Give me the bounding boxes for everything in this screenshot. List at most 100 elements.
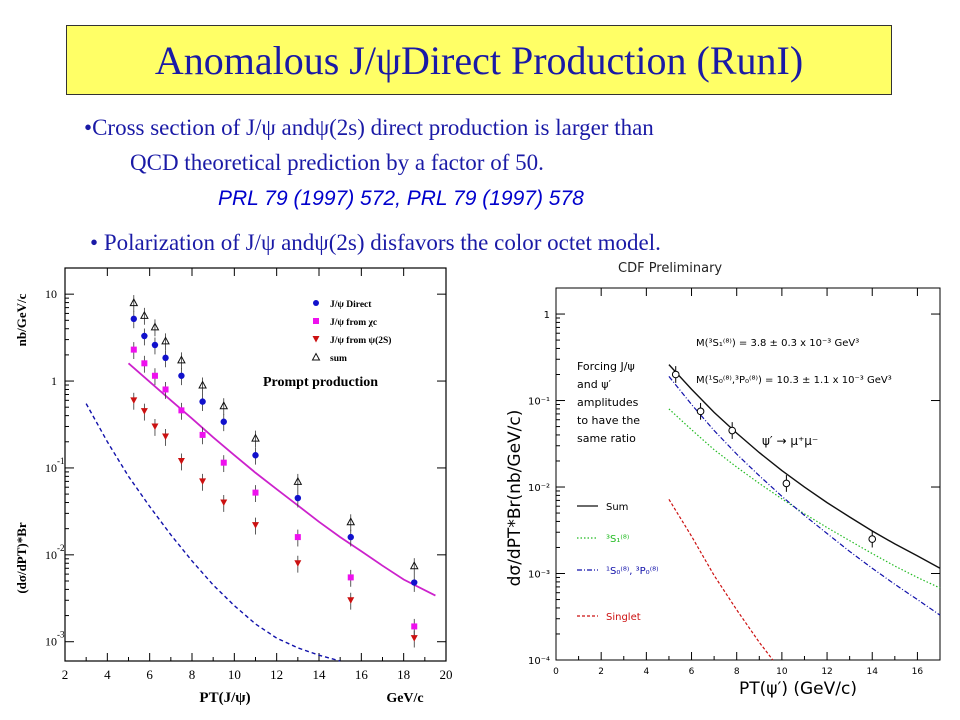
x-axis-label: PT(J/ψ) [199, 690, 250, 706]
mass-annotation-1: M(³S₁⁽⁸⁾) = 3.8 ± 0.3 x 10⁻³ GeV³ [696, 338, 859, 349]
forcing-annotation-line: to have the [577, 414, 640, 427]
data-point-chic [130, 346, 137, 353]
forcing-annotation-line: amplitudes [577, 396, 639, 409]
x-tick-label: 12 [270, 667, 283, 682]
data-point-sum [409, 561, 419, 570]
data-point [728, 426, 736, 435]
forcing-annotation-line: same ratio [577, 432, 636, 445]
x-tick-label: 6 [689, 667, 695, 677]
mass-annotation-2: M(¹S₀⁽⁸⁾,³P₀⁽⁸⁾) = 10.3 ± 1.1 x 10⁻³ GeV… [696, 375, 892, 386]
x-axis-unit: GeV/c [386, 691, 423, 706]
x-tick-label: 16 [355, 667, 369, 682]
data-point-psi2s [410, 635, 418, 642]
x-tick-label: 16 [912, 667, 924, 677]
legend-label: Singlet [606, 612, 641, 623]
x-tick-label: 14 [867, 667, 879, 677]
y-tick-label: 10 [45, 635, 57, 649]
y-tick-label: 10 [45, 461, 57, 475]
data-point-chic [162, 386, 169, 393]
data-point-direct [199, 398, 206, 405]
data-point-chic [294, 534, 301, 541]
data-point-direct [347, 533, 354, 541]
curve-0 [668, 364, 941, 569]
data-point-chic [411, 623, 418, 630]
data-point-sum [150, 322, 160, 331]
y-tick-label: 1 [51, 374, 57, 388]
data-point-psi2s [162, 433, 170, 441]
x-tick-label: 10 [228, 667, 241, 682]
data-point-psi2s [347, 597, 355, 604]
curve-2 [668, 376, 941, 616]
x-tick-label: 8 [189, 667, 196, 682]
bullet-dot: • [90, 230, 99, 255]
bullet-1-line-1: •Cross section of J/ψ andψ(2s) direct pr… [84, 115, 654, 141]
legend-label: ³S₁⁽⁸⁾ [606, 534, 629, 545]
bullet-1-line-2: QCD theoretical prediction by a factor o… [130, 150, 544, 175]
data-point-sum [161, 336, 170, 345]
bullet-2: • Polarization of J/ψ andψ(2s) disfavors… [90, 230, 661, 256]
data-point-direct [151, 341, 159, 349]
theory-curve-0 [127, 362, 436, 597]
data-point [671, 370, 680, 379]
references: PRL 79 (1997) 572, PRL 79 (1997) 578 [218, 187, 584, 210]
y-tick-label: 10⁻² [528, 483, 550, 494]
data-point-psi2s [294, 560, 302, 567]
legend-label: J/ψ from χc [330, 318, 377, 328]
legend-marker [311, 352, 321, 361]
x-tick-label: 8 [734, 667, 740, 677]
data-point [868, 535, 877, 543]
bullet-dot: • [84, 115, 93, 140]
y-tick-exponent: -3 [57, 630, 65, 640]
data-point-psi2s [177, 458, 185, 465]
curve-1 [668, 408, 941, 589]
y-tick-exponent: -2 [57, 543, 65, 553]
data-point-direct [294, 494, 302, 502]
data-point-sum [177, 355, 186, 364]
legend-label: ¹S₀⁽⁸⁾, ³P₀⁽⁸⁾ [606, 566, 659, 577]
data-point-chic [141, 360, 148, 367]
data-point-sum [251, 433, 260, 442]
bullet-2-text: Polarization of J/ψ andψ(2s) disfavors t… [103, 230, 661, 255]
x-tick-label: 10 [776, 667, 788, 677]
forcing-annotation-line: and ψ′ [577, 378, 611, 391]
page-title: Anomalous J/ψDirect Production (RunI) [154, 37, 804, 83]
prompt-production-label: Prompt production [263, 375, 378, 390]
data-point-direct [178, 372, 185, 379]
data-point-direct [220, 418, 227, 425]
data-point-direct [130, 315, 137, 323]
x-tick-label: 2 [598, 667, 604, 677]
data-point-chic [178, 407, 185, 414]
chart-title: CDF Preliminary [618, 261, 722, 276]
legend-label: sum [330, 354, 347, 364]
data-point-chic [220, 459, 227, 466]
data-point-direct [411, 579, 418, 586]
x-tick-label: 12 [821, 667, 832, 677]
y-tick-label: 10 [45, 287, 57, 301]
data-point-sum [293, 476, 303, 485]
y-tick-label: 10⁻¹ [528, 397, 550, 408]
data-point-sum [346, 517, 356, 526]
right-chart: CDF Preliminary 0 2 4 6 8 10 12 14 16 1 10⁻¹ 10⁻² 10⁻… [505, 261, 941, 699]
data-point-chic [151, 372, 158, 379]
data-point-psi2s [220, 499, 228, 507]
y-axis-label-full: (dσ/dPT)*Br [14, 522, 29, 594]
title-box: Anomalous J/ψDirect Production (RunI) [66, 25, 892, 95]
y-tick-label: 10⁻³ [528, 570, 550, 581]
x-tick-label: 0 [553, 667, 559, 677]
data-point [696, 407, 705, 416]
y-tick-label: 10⁻⁴ [528, 656, 550, 667]
curve-3 [668, 499, 774, 661]
x-tick-label: 6 [146, 667, 153, 682]
y-axis-label: dσ/dPT*Br(nb/GeV/c) [505, 410, 525, 587]
x-axis-label: PT(ψ′) (GeV/c) [739, 679, 857, 699]
bullet-1-text: Cross section of J/ψ andψ(2s) direct pro… [92, 115, 654, 140]
data-point-psi2s [130, 397, 138, 404]
legend-marker [313, 318, 319, 324]
legend-label: J/ψ Direct [330, 300, 372, 310]
decay-annotation: ψ′ → μ⁺μ⁻ [762, 434, 818, 448]
data-point-sum [140, 310, 149, 319]
x-tick-label: 2 [62, 667, 69, 682]
data-point-chic [347, 574, 354, 581]
theory-curve-1 [85, 403, 341, 662]
